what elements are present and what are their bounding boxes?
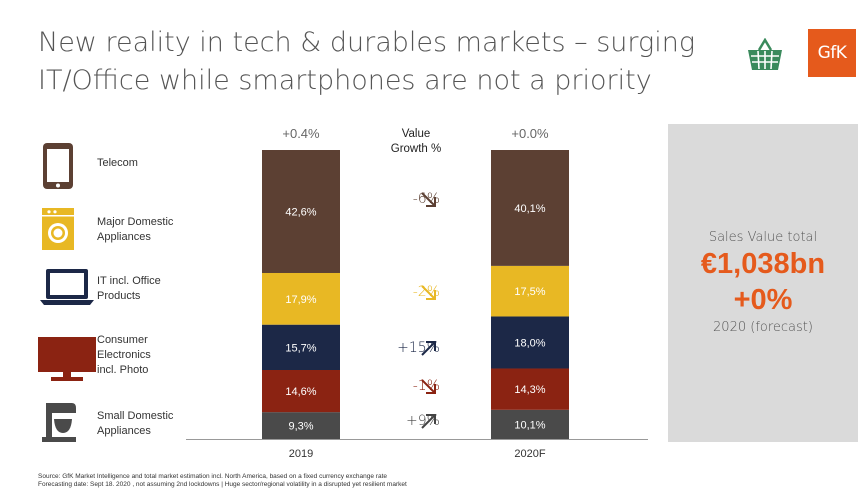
sales-value-amount: €1,038bn: [700, 248, 826, 280]
growth-header-line1: Value: [401, 128, 431, 140]
smartphone-icon: [43, 143, 73, 189]
laptop-icon: [40, 269, 94, 305]
bar-segment-label: 40,1%: [514, 203, 545, 215]
title-line-1: New reality in tech & durables markets –…: [38, 27, 696, 58]
sales-value-growth: +0%: [733, 284, 793, 316]
category-label-it-office: IT incl. Office Products: [97, 275, 161, 302]
bar-segment: [262, 369, 340, 413]
category-label-telecom: Telecom: [97, 157, 138, 169]
arrow-down-icon: [421, 285, 436, 300]
bar-segment: [491, 316, 569, 369]
footnote-line-1: Source: GfK Market Intelligence and tota…: [38, 473, 388, 480]
bar-segment-label: 14,3%: [514, 384, 545, 396]
category-label-consumer-electronics: Consumer Electronics incl. Photo: [97, 334, 151, 376]
category-label-major-domestic: Major Domestic Appliances: [97, 216, 174, 243]
bar-segment: [491, 368, 569, 410]
bar-segment: [491, 265, 569, 317]
sales-value-year: 2020 (forecast): [713, 320, 813, 335]
page-title: New reality in tech & durables markets –…: [38, 24, 718, 100]
growth-header-line2: Growth %: [390, 143, 442, 155]
bar-segment: [491, 409, 569, 439]
bar-segment-label: 42,6%: [285, 206, 316, 218]
sales-value-panel: Sales Value total €1,038bn +0% 2020 (for…: [668, 124, 858, 442]
bar-segment-label: 14,6%: [285, 386, 316, 398]
bar-segment-label: 17,5%: [514, 286, 545, 298]
growth-value-small-domestic: +9%: [406, 413, 440, 429]
bar-segment: [262, 272, 340, 325]
shopping-basket-icon: [748, 38, 782, 70]
bar-segment: [262, 150, 340, 273]
growth-value-it-office: +15%: [397, 340, 440, 356]
bar-segment: [262, 412, 340, 439]
arrow-up-icon: [421, 341, 436, 356]
bar-segment: [262, 324, 340, 370]
bar-segment-label: 18,0%: [514, 337, 545, 349]
arrow-up-icon: [421, 414, 436, 429]
x-tick-label: 2020F: [514, 448, 545, 460]
television-icon: [38, 337, 96, 381]
bar-segment-label: 9,3%: [288, 421, 313, 433]
gfk-logo: GfK: [808, 29, 856, 77]
footnote-line-2: Forecasting date: Sept 18. 2020 , not as…: [38, 481, 407, 488]
category-label-small-domestic: Small Domestic Appliances: [97, 410, 174, 437]
x-tick-label: 2019: [289, 448, 313, 460]
stand-mixer-icon: [42, 403, 76, 442]
growth-header: Value Growth %: [373, 127, 459, 157]
washing-machine-icon: [42, 208, 74, 250]
bar-segment-label: 17,9%: [285, 294, 316, 306]
footnote: Source: GfK Market Intelligence and tota…: [38, 473, 407, 489]
sales-value-label: Sales Value total: [708, 230, 818, 245]
bar-segment: [491, 150, 569, 266]
arrow-down-icon: [421, 379, 436, 394]
arrow-down-icon: [421, 192, 436, 207]
bar-segment-label: 10,1%: [514, 419, 545, 431]
bar-total-label: +0.4%: [282, 126, 320, 141]
title-line-2: IT/Office while smartphones are not a pr…: [38, 65, 652, 96]
bar-total-label: +0.0%: [511, 126, 549, 141]
bar-segment-label: 15,7%: [285, 342, 316, 354]
